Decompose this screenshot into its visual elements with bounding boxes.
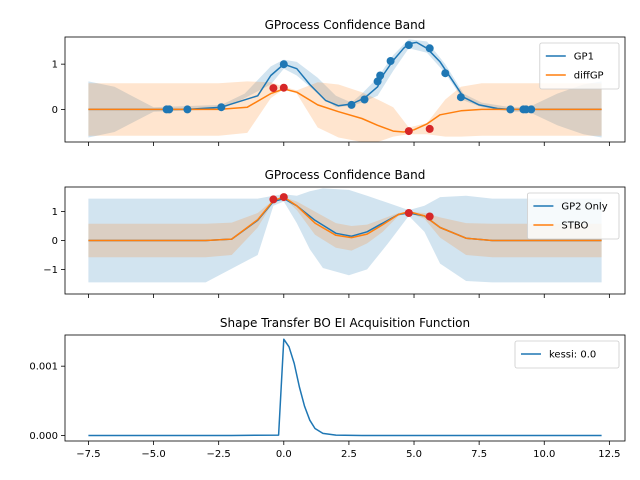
legend-box	[539, 42, 620, 90]
chart-title: GProcess Confidence Band	[265, 168, 426, 182]
y-tick-label: 0	[52, 236, 58, 247]
chart-title: Shape Transfer BO EI Acquisition Functio…	[220, 316, 470, 330]
x-tick-label: 5.0	[406, 449, 422, 460]
x-tick-label: 7.5	[471, 449, 487, 460]
axes-frame	[64, 36, 626, 143]
data-point	[425, 212, 434, 221]
data-point	[527, 105, 536, 114]
legend-label: GP1	[574, 52, 594, 63]
data-point	[279, 60, 288, 69]
data-point	[269, 195, 278, 204]
data-point	[269, 84, 278, 93]
plot-area	[88, 188, 602, 283]
legend: GP1 diffGP	[539, 42, 620, 90]
x-tick-label: −7.5	[76, 449, 100, 460]
data-point	[425, 44, 434, 53]
data-point	[404, 127, 413, 136]
y-tick-label: 0.001	[29, 362, 58, 373]
y-tick-label: 1	[52, 60, 58, 71]
data-point	[404, 209, 413, 217]
data-point	[360, 95, 369, 104]
plot-area	[88, 338, 602, 437]
data-point	[279, 193, 288, 202]
panel-2: −1 0 1 GProcess Confidence Band GP2 Only STBO	[43, 168, 626, 298]
series-line-2	[88, 196, 602, 242]
data-point	[376, 71, 385, 80]
x-tick-label: 2.5	[341, 449, 357, 460]
data-point	[386, 57, 395, 65]
data-point	[506, 105, 515, 114]
legend: GP2 Only STBO	[527, 192, 620, 240]
y-tick-label: 1	[52, 207, 58, 218]
x-tick-label: −5.0	[141, 449, 165, 460]
legend: kessi: 0.0	[514, 340, 620, 369]
y-tick-label: 0.000	[29, 431, 58, 442]
data-point	[347, 100, 356, 109]
data-point	[165, 105, 174, 114]
confidence-band-2	[88, 81, 602, 142]
series-line-2	[88, 88, 602, 133]
x-tick-label: −2.5	[207, 449, 231, 460]
panel-3: −7.5 −5.0 −2.5 0.0 2.5 5.0 7.5 10.0 12.5 0.000 0.0…	[29, 316, 626, 460]
confidence-band-2	[88, 197, 602, 258]
data-point	[441, 69, 450, 78]
legend-box	[527, 192, 620, 240]
legend-label: kessi: 0.0	[549, 350, 596, 361]
plot-area	[88, 39, 602, 142]
legend-box	[514, 340, 620, 369]
axes-frame	[64, 334, 626, 442]
y-tick-label: −1	[43, 265, 58, 276]
y-tick-label: 0	[52, 105, 58, 116]
legend-label: STBO	[561, 221, 588, 232]
x-tick-label: 10.0	[533, 449, 555, 460]
series-line-1	[88, 338, 602, 437]
data-point	[279, 83, 288, 92]
x-tick-label: 12.5	[598, 449, 620, 460]
data-point	[183, 105, 192, 114]
data-point	[425, 124, 434, 133]
legend-label: GP2 Only	[561, 202, 607, 213]
legend-label: diffGP	[574, 71, 604, 82]
data-point	[217, 103, 226, 112]
data-point	[404, 41, 413, 50]
x-tick-label: 0.0	[276, 449, 292, 460]
panel-1: 0 1 GProcess Confidence Band GP1 diffGP	[52, 18, 626, 146]
chart-title: GProcess Confidence Band	[265, 18, 426, 32]
data-point	[456, 93, 465, 102]
